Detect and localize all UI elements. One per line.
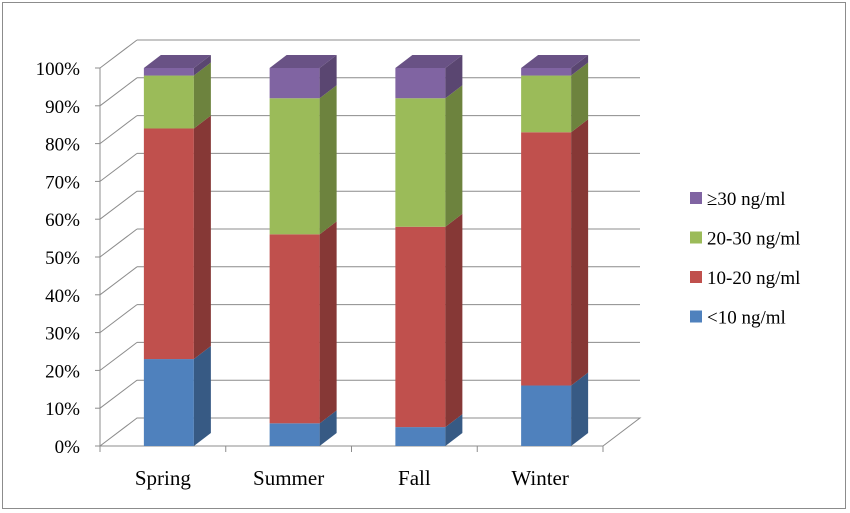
- bar-10-20-ng-ml-spring: [143, 128, 194, 360]
- bar-10-20-ng-ml-summer: [269, 234, 320, 424]
- legend-label: 10-20 ng/ml: [707, 268, 800, 289]
- gridline-side-6: [99, 190, 138, 220]
- legend-swatch: [690, 231, 702, 244]
- y-tick-label: 30%: [45, 324, 80, 345]
- bar-20-30-ng-ml-winter: [521, 75, 572, 133]
- category-label: Fall: [398, 466, 431, 490]
- bar-top-30-ng-ml-fall: [395, 55, 463, 68]
- bar-side-30-ng-ml-summer: [319, 55, 337, 99]
- bar-20-30-ng-ml-summer: [269, 98, 320, 235]
- x-axis: Spring Summer Fall Winter: [99, 445, 604, 490]
- y-tick-label: 90%: [45, 97, 80, 118]
- bar-side-10-ng-ml-spring: [193, 346, 211, 446]
- bar-10-ng-ml-summer: [269, 423, 320, 446]
- bar-side-10-20-ng-ml-spring: [193, 115, 211, 360]
- bar-side-10-20-ng-ml-fall: [445, 213, 463, 428]
- bar-side-20-30-ng-ml-fall: [445, 85, 463, 227]
- legend-swatch: [690, 271, 702, 283]
- bar-stack-fall: [395, 55, 463, 446]
- bar-10-ng-ml-fall: [395, 427, 446, 446]
- category-label: Spring: [135, 466, 192, 490]
- bar-10-ng-ml-spring: [143, 359, 194, 446]
- y-tick-label: 40%: [45, 286, 80, 307]
- bar-30-ng-ml-fall: [395, 68, 446, 99]
- bar-side-20-30-ng-ml-winter: [571, 62, 589, 133]
- bar-side-30-ng-ml-winter: [571, 55, 589, 76]
- gridline-side-2: [99, 342, 138, 371]
- bar-20-30-ng-ml-spring: [143, 75, 194, 129]
- gridline-side-4: [99, 266, 138, 296]
- bar-side-30-ng-ml-spring: [193, 55, 211, 76]
- bar-side-10-ng-ml-summer: [319, 410, 337, 446]
- bar-side-10-20-ng-ml-winter: [571, 119, 589, 386]
- y-tick-label: 0%: [55, 437, 81, 458]
- y-tick-label: 50%: [45, 248, 80, 269]
- bar-30-ng-ml-winter: [521, 68, 572, 76]
- bars: [143, 55, 589, 446]
- legend-swatch: [690, 192, 702, 204]
- y-tick-label: 100%: [36, 59, 81, 80]
- gridline-side-7: [99, 153, 138, 182]
- bar-top-30-ng-ml-spring: [143, 55, 211, 68]
- legend-item: <10 ng/ml: [690, 308, 786, 329]
- legend-item: ≥30 ng/ml: [690, 189, 786, 210]
- bar-30-ng-ml-summer: [269, 68, 320, 99]
- bar-10-20-ng-ml-winter: [521, 132, 572, 386]
- category-label: Summer: [253, 466, 324, 490]
- y-tick-label: 70%: [45, 172, 80, 193]
- bar-30-ng-ml-spring: [143, 68, 194, 76]
- bar-top-30-ng-ml-summer: [269, 55, 337, 68]
- bar-side-10-ng-ml-winter: [571, 372, 589, 446]
- legend-label: ≥30 ng/ml: [707, 189, 786, 210]
- gridline-side-1: [99, 379, 138, 409]
- gridline-side-8: [99, 115, 138, 144]
- gridline-side-5: [99, 228, 138, 258]
- legend-label: 20-30 ng/ml: [707, 229, 800, 250]
- gridline-side-9: [99, 77, 138, 107]
- bar-side-10-ng-ml-fall: [445, 414, 463, 446]
- y-axis: 0% 10% 20% 30% 40% 50% 60% 70% 80% 90% 100%: [36, 59, 101, 458]
- y-tick-label: 60%: [45, 210, 80, 231]
- legend-item: 20-30 ng/ml: [690, 229, 800, 250]
- y-tick-label: 80%: [45, 135, 80, 156]
- legend: ≥30 ng/ml 20-30 ng/ml 10-20 ng/ml <10 ng/ml: [690, 189, 800, 329]
- y-tick-label: 20%: [45, 361, 80, 382]
- bar-stack-spring: [143, 55, 211, 446]
- legend-swatch: [690, 310, 702, 323]
- gridline-side-10: [99, 39, 138, 69]
- legend-item: 10-20 ng/ml: [690, 268, 800, 289]
- bar-side-10-20-ng-ml-summer: [319, 221, 337, 424]
- bar-side-20-30-ng-ml-spring: [193, 62, 211, 129]
- bar-side-20-30-ng-ml-summer: [319, 85, 337, 235]
- bar-stack-summer: [269, 55, 337, 446]
- bar-10-20-ng-ml-fall: [395, 226, 446, 428]
- bar-side-30-ng-ml-fall: [445, 55, 463, 99]
- gridline-side-3: [99, 304, 138, 333]
- bar-top-30-ng-ml-winter: [521, 55, 589, 68]
- category-label: Winter: [511, 466, 568, 490]
- bar-20-30-ng-ml-fall: [395, 98, 446, 227]
- bar-stack-winter: [521, 55, 589, 446]
- bar-10-ng-ml-winter: [521, 385, 572, 446]
- y-tick-label: 10%: [45, 399, 80, 420]
- legend-label: <10 ng/ml: [707, 308, 786, 329]
